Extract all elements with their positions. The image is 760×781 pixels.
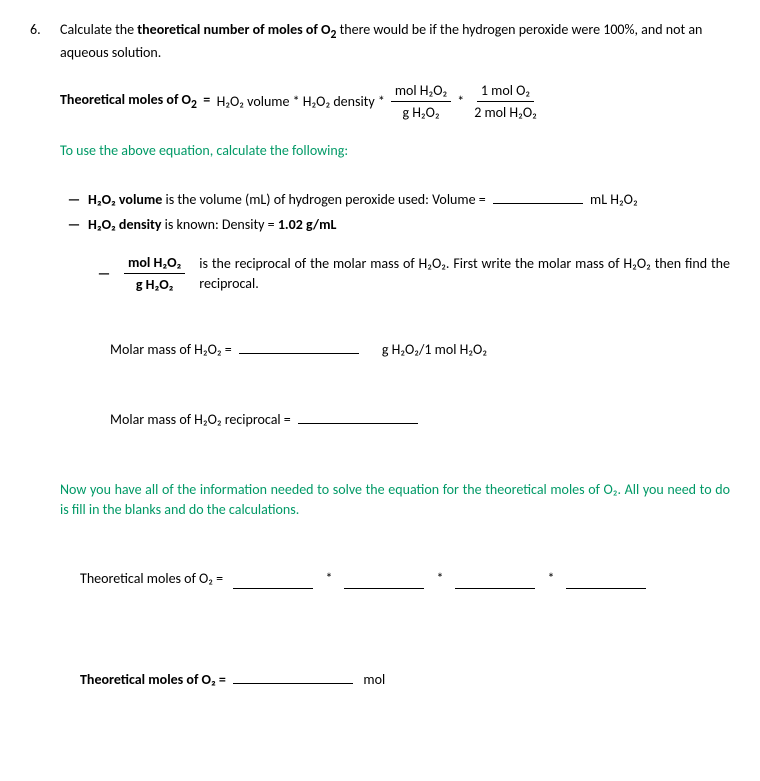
result-blank[interactable] [233,669,353,684]
multiply-star: * [457,92,464,112]
dash-icon: — [60,190,88,210]
prompt-bold: theoretical number of moles of O2 [137,21,336,38]
molar-mass-unit: g H₂O₂/1 mol H₂O₂ [382,341,487,358]
dash-icon: — [90,264,118,284]
volume-line: H₂O₂ volume is the volume (mL) of hydrog… [88,189,638,210]
result-label: Theoretical moles of O₂ = [80,671,226,688]
frac1-den: g H₂O₂ [398,102,443,123]
calc-blank-2[interactable] [344,574,424,589]
molar-mass-recip-blank[interactable] [298,409,418,424]
question-number: 6. [30,20,60,40]
multiply-star: * [436,569,443,589]
eq-rhs-text: H₂O₂ volume * H₂O₂ density * [217,92,385,112]
recip-text: is the reciprocal of the molar mass of H… [199,254,730,293]
frac2-den: 2 mol H₂O₂ [470,102,541,123]
frac2-num: 1 mol O₂ [477,81,534,103]
instruction-1: To use the above equation, calculate the… [60,141,730,161]
molar-mass-label: Molar mass of H₂O₂ = [110,341,232,358]
main-equation: Theoretical moles of O2 = H₂O₂ volume * … [60,81,730,123]
molar-mass-blank[interactable] [239,339,359,354]
fraction-1: mol H₂O₂ g H₂O₂ [391,81,451,123]
recip-fraction: mol H₂O₂ g H₂O₂ [124,253,185,295]
multiply-star: * [547,569,554,589]
density-line: H₂O₂ density is known: Density = 1.02 g/… [88,215,336,235]
fraction-2: 1 mol O₂ 2 mol H₂O₂ [470,81,541,123]
result-unit: mol [363,671,385,688]
bullet-list: — H₂O₂ volume is the volume (mL) of hydr… [60,189,730,235]
calc-blank-4[interactable] [566,574,646,589]
question-prompt: Calculate the theoretical number of mole… [60,20,730,63]
frac1-num: mol H₂O₂ [391,81,451,103]
dash-icon: — [60,215,88,235]
calc-label: Theoretical moles of O₂ = [80,569,223,589]
volume-unit: mL H₂O₂ [590,191,638,208]
molar-mass-recip-label: Molar mass of H₂O₂ reciprocal = [110,411,291,428]
instruction-2: Now you have all of the information need… [60,480,730,519]
calc-equation: Theoretical moles of O₂ = * * * [80,569,730,589]
eq-lhs: Theoretical moles of O2 = [60,90,217,113]
volume-blank[interactable] [493,189,583,204]
multiply-star: * [325,569,332,589]
calc-blank-3[interactable] [455,574,535,589]
calc-blank-1[interactable] [233,574,313,589]
prompt-pre: Calculate the [60,21,137,38]
